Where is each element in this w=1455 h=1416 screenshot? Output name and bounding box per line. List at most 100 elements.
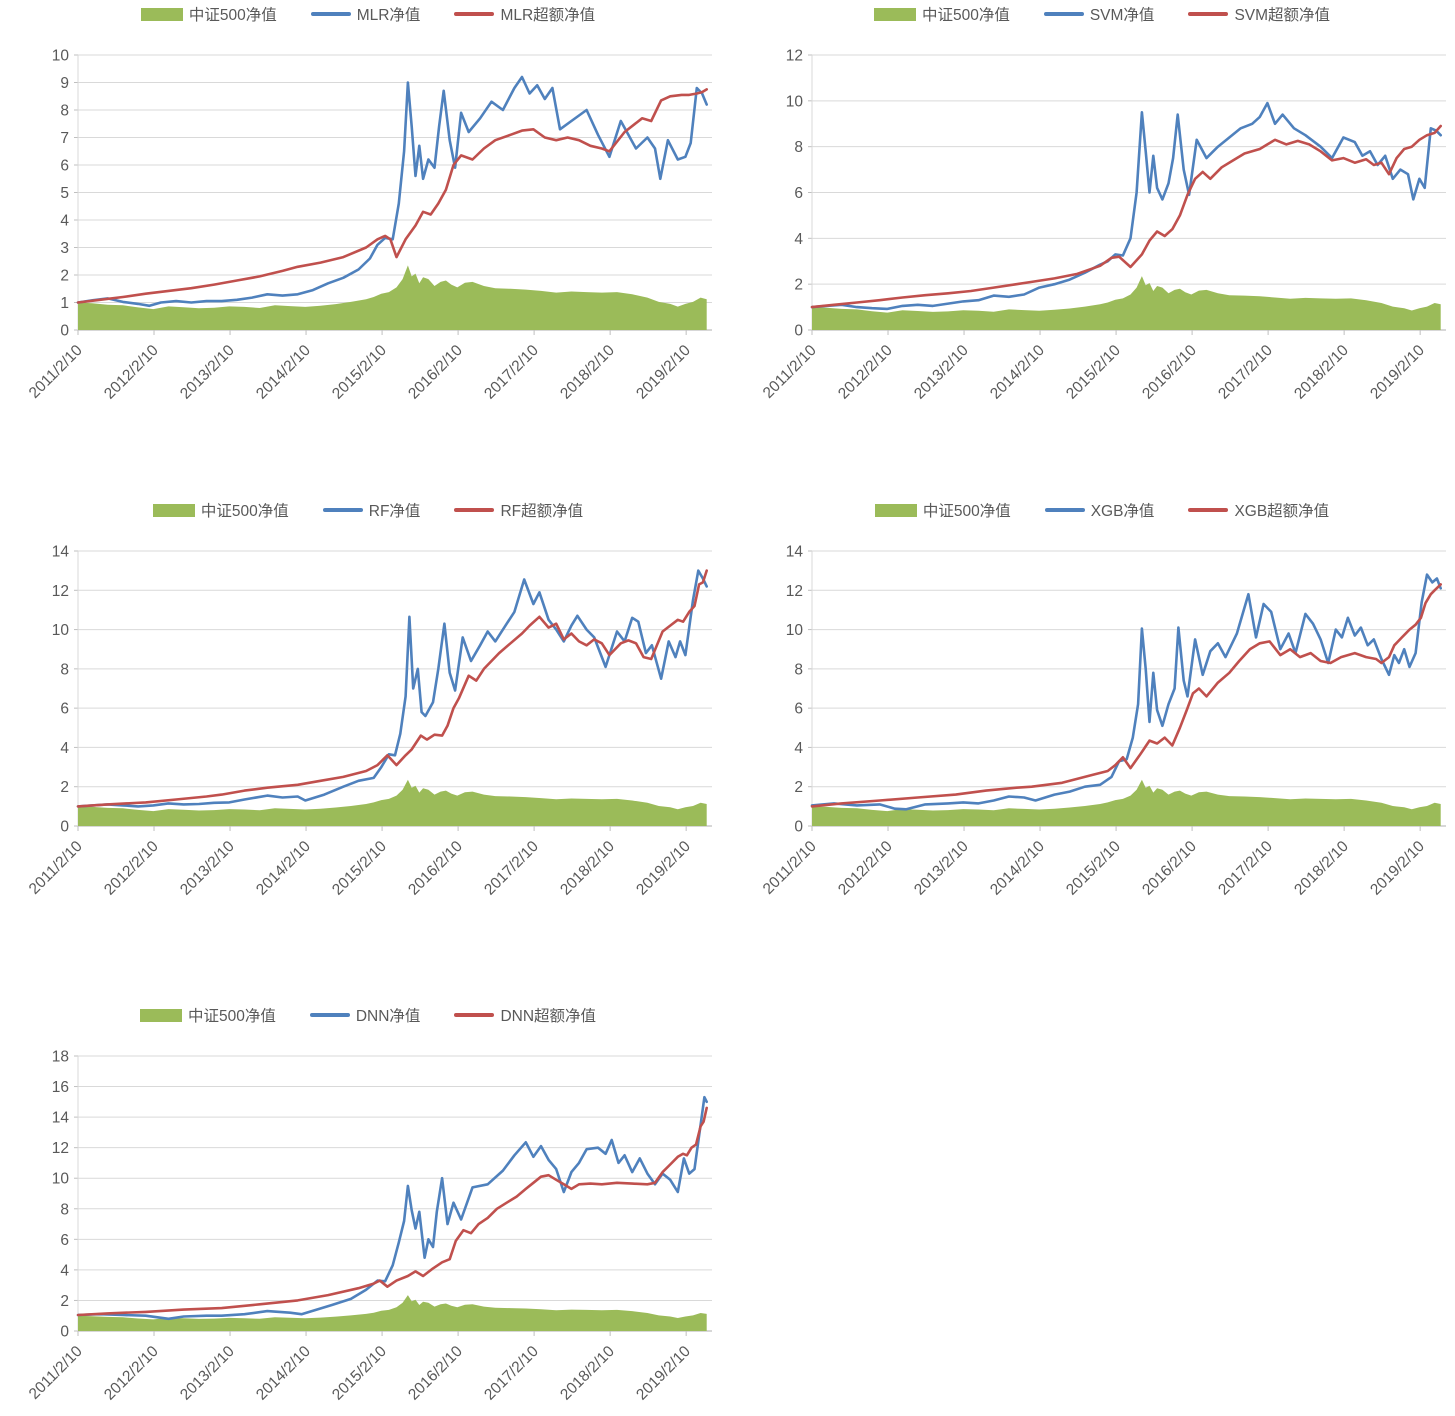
y-tick-label: 12 — [786, 583, 803, 600]
y-tick-label: 8 — [794, 139, 803, 156]
legend-item-rf-excess: RF超额净值 — [454, 499, 583, 521]
csi500-area — [812, 779, 1441, 826]
x-tick-label: 2017/2/10 — [481, 342, 542, 403]
y-tick-label: 14 — [786, 544, 804, 561]
y-tick-label: 1 — [60, 295, 69, 312]
y-tick-label: 12 — [52, 1140, 69, 1157]
y-tick-label: 0 — [60, 819, 69, 836]
legend-item-csi500: 中证500净值 — [140, 3, 277, 25]
legend-item-mlr-excess: MLR超额净值 — [454, 3, 595, 25]
y-tick-label: 4 — [60, 1262, 69, 1279]
x-tick-label: 2016/2/10 — [405, 342, 466, 403]
plot-dnn: 0 2 4 6 8 10 12 14 16 18 2011/2/10 2012/2/10 2013/2/… — [26, 1049, 712, 1404]
dnn-nav-legend-marker — [309, 1013, 350, 1017]
xgb-excess-legend-marker — [1188, 508, 1229, 512]
x-tick-label: 2017/2/10 — [481, 1343, 542, 1404]
legend-item-xgb-excess: XGB超额净值 — [1188, 499, 1329, 521]
x-tick-label: 2013/2/10 — [177, 342, 238, 403]
x-tick-label: 2011/2/10 — [760, 838, 820, 898]
csi500-area — [812, 276, 1441, 330]
legend-xgb: 中证500净值 XGB净值 XGB超额净值 — [746, 498, 1455, 522]
x-tick-label: 2018/2/10 — [1291, 838, 1352, 899]
y-tick-label: 14 — [52, 1110, 70, 1127]
chart-xgb: 中证500净值 XGB净值 XGB超额净值 0 2 4 6 8 10 12 14 2011/2/10… — [746, 498, 1455, 911]
y-tick-label: 0 — [60, 1324, 69, 1341]
x-tick-label: 2012/2/10 — [101, 1343, 162, 1404]
x-tick-label: 2018/2/10 — [557, 838, 618, 899]
y-tick-label: 4 — [794, 740, 803, 757]
legend-item-csi500: 中证500净值 — [874, 499, 1011, 521]
dnn-nav-legend-label: DNN净值 — [355, 1008, 421, 1025]
y-tick-label: 10 — [52, 1171, 70, 1188]
xgb-nav-legend-label: XGB净值 — [1090, 503, 1155, 520]
x-tick-label: 2017/2/10 — [1215, 838, 1276, 899]
dnn-nav-line — [76, 1095, 709, 1321]
x-tick-label: 2014/2/10 — [253, 838, 314, 899]
y-tick-label: 6 — [60, 701, 69, 718]
y-tick-label: 14 — [52, 544, 70, 561]
rf-excess-legend-marker — [454, 508, 495, 512]
y-tick-label: 8 — [60, 661, 69, 678]
csi500-area — [78, 265, 707, 330]
csi500-legend-marker — [139, 1008, 182, 1022]
x-tick-label: 2013/2/10 — [177, 1343, 238, 1404]
y-tick-label: 8 — [60, 1201, 69, 1218]
csi500-legend-label: 中证500净值 — [200, 503, 289, 520]
legend-rf: 中证500净值 RF净值 RF超额净值 — [12, 498, 724, 522]
x-tick-label: 2019/2/10 — [1367, 342, 1428, 403]
x-tick-label: 2015/2/10 — [1063, 342, 1124, 403]
csi500-legend-marker — [152, 503, 195, 517]
legend-item-csi500: 中证500净值 — [139, 1004, 276, 1026]
x-tick-label: 2018/2/10 — [1291, 342, 1352, 403]
y-tick-label: 18 — [52, 1049, 69, 1066]
x-tick-label: 2013/2/10 — [911, 838, 972, 899]
dnn-excess-line — [76, 1106, 709, 1317]
x-tick-label: 2019/2/10 — [633, 1343, 694, 1404]
svm-nav-legend-marker — [1043, 12, 1084, 16]
chart-rf: 中证500净值 RF净值 RF超额净值 0 2 4 6 8 10 12 14 2011/2/10 20… — [12, 498, 724, 911]
y-tick-label: 0 — [60, 323, 69, 340]
x-tick-label: 2014/2/10 — [987, 342, 1048, 403]
y-tick-label: 7 — [60, 130, 69, 147]
x-tick-label: 2011/2/10 — [26, 342, 86, 402]
rf-nav-line — [76, 569, 709, 808]
y-tick-label: 6 — [60, 158, 69, 175]
rf-excess-legend-label: RF超额净值 — [500, 503, 584, 520]
xgb-nav-line — [810, 573, 1443, 811]
x-tick-label: 2012/2/10 — [835, 838, 896, 899]
x-tick-label: 2018/2/10 — [557, 1343, 618, 1404]
y-tick-label: 0 — [794, 323, 803, 340]
svm-nav-legend-label: SVM净值 — [1089, 7, 1155, 24]
y-tick-label: 10 — [786, 622, 804, 639]
y-tick-label: 2 — [794, 779, 803, 796]
mlr-excess-legend-label: MLR超额净值 — [500, 7, 596, 24]
y-tick-label: 5 — [60, 185, 69, 202]
y-tick-label: 6 — [60, 1232, 69, 1249]
legend-item-rf-nav: RF净值 — [322, 499, 420, 521]
chart-svm: 中证500净值 SVM净值 SVM超额净值 0 2 4 6 8 10 12 2011/2/10 20… — [746, 2, 1455, 415]
y-tick-label: 2 — [60, 779, 69, 796]
x-tick-label: 2014/2/10 — [987, 838, 1048, 899]
y-tick-label: 10 — [52, 48, 70, 65]
y-tick-label: 2 — [60, 268, 69, 285]
x-tick-label: 2017/2/10 — [1215, 342, 1276, 403]
dnn-excess-legend-marker — [454, 1013, 495, 1017]
x-tick-label: 2018/2/10 — [557, 342, 618, 403]
x-tick-label: 2016/2/10 — [405, 838, 466, 899]
csi500-legend-marker — [873, 7, 916, 21]
svm-excess-legend-marker — [1188, 12, 1229, 16]
mlr-nav-legend-marker — [310, 12, 351, 16]
y-tick-label: 12 — [52, 583, 69, 600]
y-tick-label: 0 — [794, 819, 803, 836]
mlr-nav-legend-label: MLR净值 — [356, 7, 421, 24]
x-tick-label: 2011/2/10 — [760, 342, 820, 402]
x-tick-label: 2015/2/10 — [1063, 838, 1124, 899]
y-tick-label: 2 — [794, 277, 803, 294]
y-tick-label: 12 — [786, 48, 803, 65]
xgb-nav-legend-marker — [1044, 508, 1085, 512]
mlr-excess-legend-marker — [454, 12, 495, 16]
mlr-nav-line — [76, 75, 709, 308]
y-tick-label: 8 — [60, 103, 69, 120]
csi500-legend-marker — [140, 7, 183, 21]
